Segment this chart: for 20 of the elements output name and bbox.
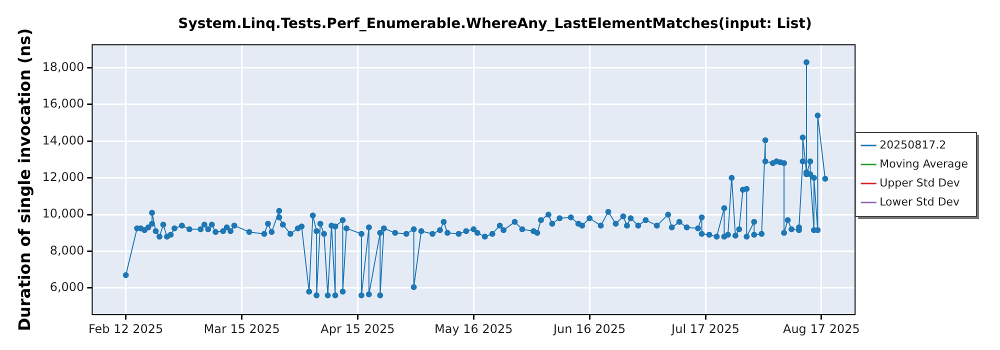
y-tick-label: 16,000 [42, 96, 84, 111]
legend-label: 20250817.2 [880, 138, 946, 152]
x-tick-label: Aug 17 2025 [782, 322, 860, 336]
legend-label: Lower Std Dev [880, 195, 960, 208]
x-tick-label: Jun 16 2025 [552, 322, 626, 336]
y-tick-label: 6,000 [50, 280, 84, 294]
x-tick-label: Apr 15 2025 [320, 322, 395, 336]
chart-title: System.Linq.Tests.Perf_Enumerable.WhereAny_LastElementMatches(input: List) [178, 16, 812, 32]
x-tick-label: May 16 2025 [434, 322, 513, 336]
y-tick-label: 8,000 [50, 243, 84, 258]
x-tick-label: Mar 15 2025 [204, 322, 280, 336]
y-tick-label: 10,000 [42, 206, 84, 221]
y-tick-label: 14,000 [42, 133, 84, 148]
x-tick-label: Jul 17 2025 [670, 322, 740, 336]
y-axis-title: Duration of single invocation (ns) [14, 28, 34, 332]
y-tick-label: 18,000 [42, 60, 84, 74]
x-tick-label: Feb 12 2025 [88, 322, 164, 336]
y-tick-label: 12,000 [42, 170, 84, 184]
legend-label: Upper Std Dev [880, 176, 960, 190]
legend-label: Moving Average [880, 157, 968, 170]
